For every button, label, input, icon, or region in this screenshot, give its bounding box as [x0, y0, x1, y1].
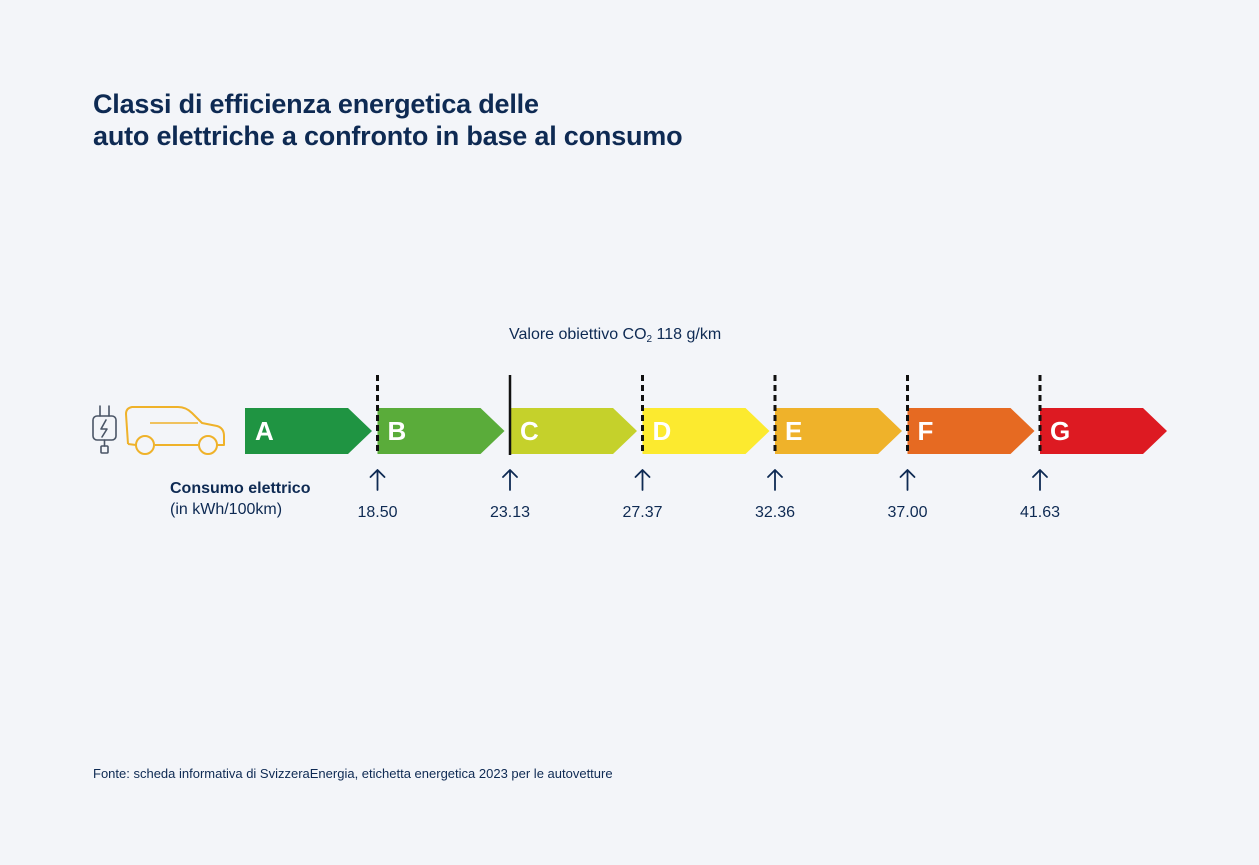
- target-suffix: 118 g/km: [652, 326, 722, 343]
- consumption-label-unit: (in kWh/100km): [170, 501, 283, 518]
- class-arrow: [245, 408, 372, 454]
- target-prefix: Valore obiettivo CO: [509, 326, 647, 343]
- consumption-label-title: Consumo elettrico: [170, 480, 311, 497]
- threshold-6: 41.63: [1020, 375, 1060, 521]
- threshold-3: 27.37: [622, 375, 663, 521]
- threshold-1: 18.50: [357, 375, 398, 521]
- class-a-bar: A: [245, 408, 372, 454]
- class-arrow: [1040, 408, 1167, 454]
- arrow-up-icon: [767, 469, 783, 491]
- class-arrow: [510, 408, 637, 454]
- title-line-1: Classi di efficienza energetica delle: [93, 89, 539, 119]
- class-label: C: [520, 416, 539, 446]
- consumption-label: Consumo elettrico (in kWh/100km): [170, 478, 310, 520]
- class-arrow: [775, 408, 902, 454]
- class-label: E: [785, 416, 802, 446]
- threshold-4: 32.36: [755, 375, 795, 521]
- threshold-value: 41.63: [1020, 504, 1060, 521]
- class-d-bar: D: [642, 408, 770, 454]
- threshold-5: 37.00: [887, 375, 928, 521]
- threshold-value: 18.50: [357, 504, 397, 521]
- class-arrow: [642, 408, 770, 454]
- arrow-up-icon: [899, 469, 916, 491]
- page-title: Classi di efficienza energetica delle au…: [93, 88, 683, 152]
- threshold-2: 23.13: [490, 375, 530, 521]
- class-f-bar: F: [907, 408, 1035, 454]
- plug-icon: [92, 405, 117, 454]
- threshold-markers: 18.50 23.13 27.37 32.36 37.00 41.63: [357, 375, 1060, 521]
- class-label: D: [653, 416, 672, 446]
- class-label: F: [918, 416, 934, 446]
- class-arrow: [377, 408, 505, 454]
- arrow-up-icon: [1032, 469, 1048, 491]
- threshold-value: 32.36: [755, 504, 795, 521]
- class-g-bar: G: [1040, 408, 1167, 454]
- class-arrow: [907, 408, 1035, 454]
- source-note: Fonte: scheda informativa di SvizzeraEne…: [93, 766, 613, 781]
- class-b-bar: B: [377, 408, 505, 454]
- title-line-2: auto elettriche a confronto in base al c…: [93, 121, 683, 151]
- car-icon: [125, 406, 225, 455]
- class-label: B: [388, 416, 407, 446]
- target-subscript: 2: [646, 334, 653, 345]
- class-bars: A B C D E F G: [245, 408, 1167, 454]
- class-e-bar: E: [775, 408, 902, 454]
- target-label: Valore obiettivo CO2 118 g/km: [509, 326, 721, 345]
- class-c-bar: C: [510, 408, 637, 454]
- threshold-value: 23.13: [490, 504, 530, 521]
- threshold-value: 37.00: [887, 504, 927, 521]
- class-label: G: [1050, 416, 1070, 446]
- arrow-up-icon: [369, 469, 386, 491]
- arrow-up-icon: [502, 469, 518, 491]
- class-label: A: [255, 416, 274, 446]
- arrow-up-icon: [634, 469, 651, 491]
- threshold-value: 27.37: [622, 504, 662, 521]
